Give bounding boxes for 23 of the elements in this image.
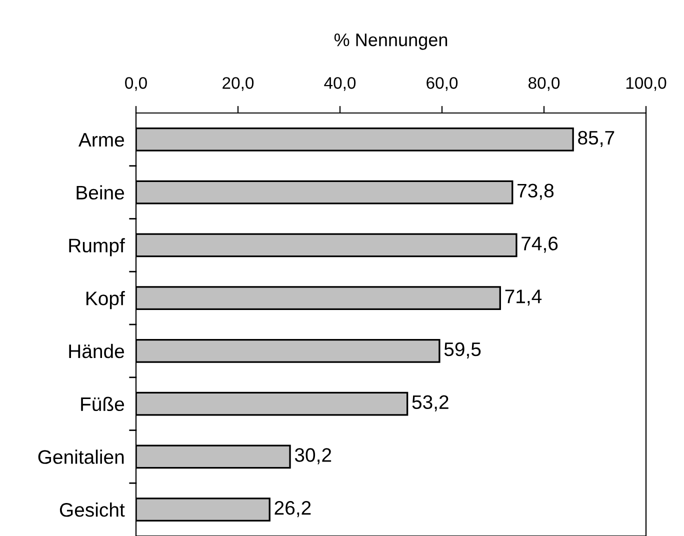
y-tick-label: Genitalien xyxy=(38,450,124,464)
y-tick-label: Kopf xyxy=(86,291,125,310)
x-axis-title: % Nennungen xyxy=(334,34,448,50)
y-tick-label: Hände xyxy=(69,344,124,358)
x-tick-label: 20,0 xyxy=(222,77,254,91)
x-tick-label: 60,0 xyxy=(426,77,458,91)
y-tick-label: Beine xyxy=(76,185,124,200)
data-label: 30,2 xyxy=(294,448,332,464)
data-label: 26,2 xyxy=(274,501,311,518)
data-label: 73,8 xyxy=(518,184,554,200)
data-label: 53,2 xyxy=(412,395,448,412)
y-tick-label: Arme xyxy=(78,133,124,147)
x-tick-label: 80,0 xyxy=(528,77,560,91)
data-label: 74,6 xyxy=(522,236,558,253)
x-tick-label: 0,0 xyxy=(125,77,147,91)
y-tick-label: Rumpf xyxy=(69,238,125,256)
data-label: 85,7 xyxy=(578,130,614,147)
x-tick-label: 100,0 xyxy=(626,77,666,91)
x-tick-label: 40,0 xyxy=(324,77,356,91)
y-tick-label: Gesicht xyxy=(60,502,125,517)
y-tick-label: Füße xyxy=(81,396,124,412)
data-label: 71,4 xyxy=(505,290,542,306)
data-label: 59,5 xyxy=(444,342,481,358)
